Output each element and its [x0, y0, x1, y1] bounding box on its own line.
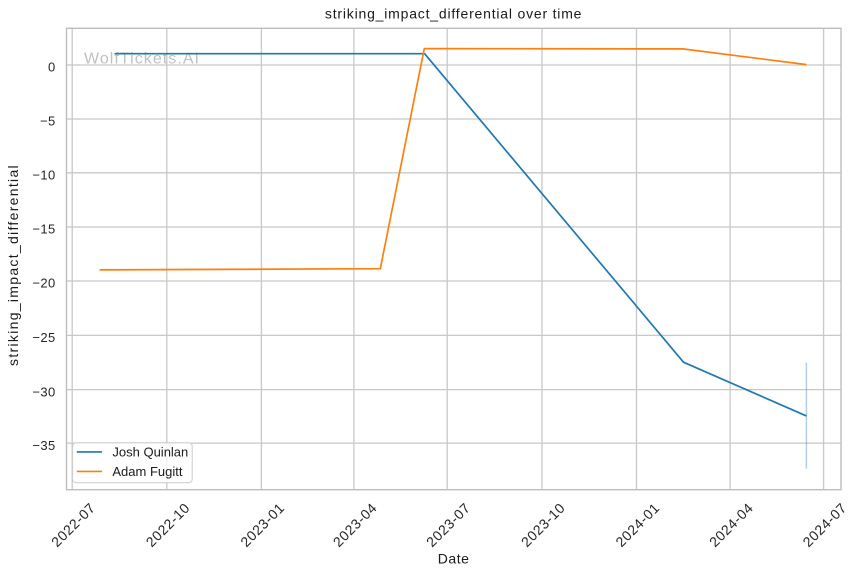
svg-text:−25: −25 [32, 330, 55, 345]
svg-text:Adam Fugitt: Adam Fugitt [112, 464, 182, 479]
svg-text:WolfTickets.AI: WolfTickets.AI [84, 51, 200, 68]
svg-text:0: 0 [48, 60, 56, 75]
svg-text:−20: −20 [32, 276, 55, 291]
svg-text:−30: −30 [32, 384, 55, 399]
svg-text:Josh Quinlan: Josh Quinlan [112, 445, 188, 460]
svg-text:striking_impact_differential: striking_impact_differential [5, 164, 21, 366]
svg-text:−5: −5 [40, 114, 56, 129]
svg-text:−15: −15 [32, 222, 55, 237]
svg-text:striking_impact_differential o: striking_impact_differential over time [325, 6, 582, 22]
svg-text:−35: −35 [32, 438, 55, 453]
svg-text:Date: Date [438, 550, 470, 566]
svg-text:−10: −10 [32, 168, 55, 183]
